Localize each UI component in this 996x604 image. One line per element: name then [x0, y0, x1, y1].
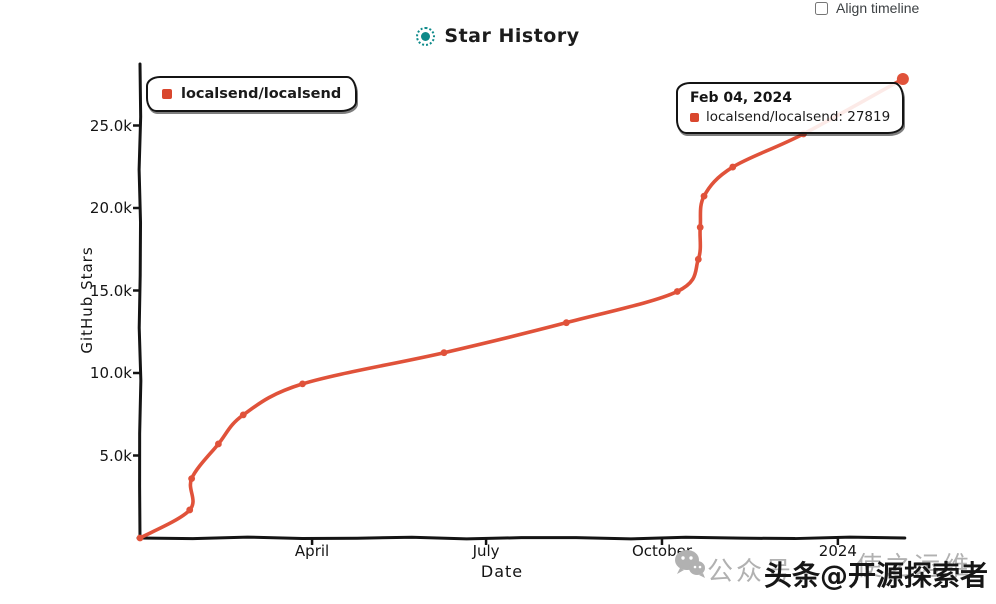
data-point-marker	[562, 319, 570, 327]
data-point-marker	[136, 534, 144, 542]
star-history-logo-icon	[416, 26, 436, 46]
data-point-marker	[239, 411, 247, 419]
data-point-marker	[299, 380, 306, 388]
tooltip: Feb 04, 2024 localsend/localsend: 27819	[676, 82, 905, 134]
hover-dot	[896, 72, 909, 85]
tooltip-series-value: localsend/localsend: 27819	[706, 109, 891, 125]
align-timeline-checkbox[interactable]	[815, 1, 828, 15]
y-tick-label: 20.0k	[89, 199, 132, 217]
wechat-icon	[675, 550, 705, 578]
align-timeline-label: Align timeline	[836, 0, 920, 16]
align-timeline-control: Align timeline	[815, 0, 919, 16]
data-point-marker	[696, 223, 704, 231]
data-point-marker	[729, 163, 737, 171]
x-tick-label: 2024	[818, 542, 857, 560]
y-tick-label: 10.0k	[89, 364, 132, 382]
chart-title: Star History	[444, 25, 580, 47]
data-point-marker	[188, 475, 196, 482]
watermark-toutiao: 头条@开源探索者	[764, 559, 989, 592]
y-tick-label: 15.0k	[89, 281, 132, 300]
tooltip-date: Feb 04, 2024	[690, 90, 793, 106]
chart-header: Star History	[0, 25, 996, 47]
tooltip-series-swatch	[690, 112, 699, 122]
x-tick-label: July	[472, 542, 500, 560]
data-point-marker	[673, 288, 681, 295]
tooltip-entry: localsend/localsend: 27819	[690, 109, 890, 125]
x-tick-label: April	[294, 542, 330, 560]
data-point-marker	[694, 255, 702, 263]
data-point-marker	[440, 349, 448, 357]
series-line	[138, 77, 905, 540]
x-axis-title: Date	[480, 562, 524, 581]
data-point-marker	[214, 440, 222, 448]
legend: localsend/localsend	[146, 76, 358, 112]
watermark-wechat-right: 使之运维	[856, 552, 973, 582]
y-tick-label: 5.0k	[99, 446, 132, 465]
watermark-wechat-left: 公众号	[707, 557, 795, 587]
data-point-marker	[700, 192, 708, 200]
legend-series-swatch	[162, 89, 172, 99]
y-tick-label: 25.0k	[89, 116, 132, 135]
legend-series-label: localsend/localsend	[181, 86, 342, 102]
x-axis-line	[136, 535, 907, 541]
data-point-marker	[186, 506, 194, 514]
y-axis-line	[137, 62, 143, 541]
